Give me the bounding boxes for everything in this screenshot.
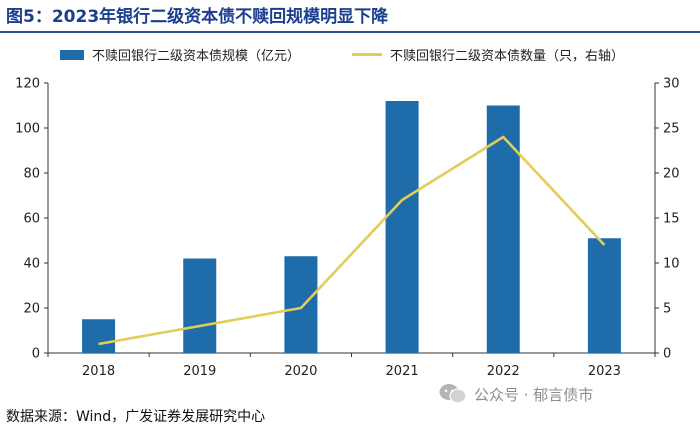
y-right-tick-label: 20: [663, 167, 680, 182]
bar-2023: [587, 238, 621, 353]
y-right-tick-label: 15: [663, 212, 680, 227]
y-left-tick-label: 40: [23, 257, 40, 272]
x-tick-label: 2019: [183, 364, 216, 379]
x-tick-label: 2022: [487, 364, 520, 379]
title-divider: [0, 31, 700, 33]
y-left-tick-label: 20: [23, 302, 40, 317]
legend-line-label: 不赎回银行二级资本债数量（只，右轴）: [390, 49, 625, 64]
figure-title: 图5：2023年银行二级资本债不赎回规模明显下降: [6, 7, 389, 27]
legend-bar-swatch: [60, 49, 84, 60]
y-left-tick-label: 0: [32, 347, 40, 362]
y-right-tick-label: 30: [663, 77, 680, 92]
chat-bubbles-icon: [439, 384, 467, 404]
y-right-tick-label: 5: [663, 302, 671, 317]
data-source: 数据来源：Wind，广发证券发展研究中心: [6, 409, 266, 425]
bar-2021: [385, 101, 419, 353]
bar-2019: [183, 258, 217, 353]
watermark: 公众号 · 郁言债市: [438, 382, 593, 406]
count-line: [98, 135, 606, 346]
legend-line-swatch: [352, 53, 382, 56]
y-left-tick-label: 100: [15, 122, 40, 137]
y-left-tick-label: 60: [23, 212, 40, 227]
y-right-tick-label: 0: [663, 347, 671, 362]
y-left-tick-label: 80: [23, 167, 40, 182]
y-left-tick-label: 120: [15, 77, 40, 92]
x-tick-label: 2023: [588, 364, 621, 379]
bar-2022: [486, 105, 520, 353]
legend-item-line: 不赎回银行二级资本债数量（只，右轴）: [352, 45, 624, 64]
bar-2018: [82, 319, 116, 353]
x-tick-label: 2020: [284, 364, 317, 379]
legend-bar-label: 不赎回银行二级资本债规模（亿元）: [92, 49, 301, 64]
legend-item-bar: 不赎回银行二级资本债规模（亿元）: [60, 45, 300, 64]
bar-2020: [284, 256, 318, 353]
y-right-tick-label: 25: [663, 122, 680, 137]
x-tick-label: 2021: [386, 364, 419, 379]
y-right-tick-label: 10: [663, 257, 680, 272]
x-tick-label: 2018: [82, 364, 115, 379]
watermark-text: 公众号 · 郁言债市: [474, 385, 594, 404]
